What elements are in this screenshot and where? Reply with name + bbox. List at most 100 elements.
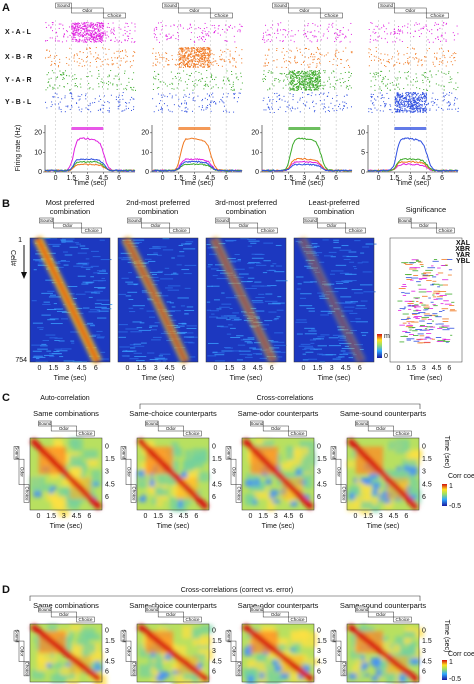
matrix-patch xyxy=(156,493,164,507)
spike xyxy=(58,103,60,105)
heatmap-noise xyxy=(63,360,75,362)
heatmap-noise xyxy=(207,342,219,344)
spike xyxy=(292,73,294,75)
spike xyxy=(403,88,405,90)
spike xyxy=(237,79,239,81)
spike xyxy=(164,83,166,85)
spike xyxy=(399,96,401,98)
heatmap-noise xyxy=(38,238,51,240)
spike xyxy=(311,74,313,76)
matrix-patch xyxy=(278,462,292,470)
x-tick-label: 3 xyxy=(274,513,278,520)
spike xyxy=(212,64,214,66)
spike xyxy=(308,71,310,73)
spike xyxy=(90,33,92,35)
spike xyxy=(262,78,264,80)
spike xyxy=(201,58,203,60)
legend-label: YAR xyxy=(456,252,470,259)
spike xyxy=(94,40,96,42)
spike xyxy=(432,92,434,94)
spike xyxy=(195,53,197,55)
spike xyxy=(407,47,409,49)
spike xyxy=(182,54,184,56)
heatmap-noise xyxy=(322,239,329,241)
spike xyxy=(91,34,93,36)
spike xyxy=(448,71,450,73)
spike xyxy=(335,52,337,54)
spike xyxy=(201,77,203,79)
spike xyxy=(45,57,47,59)
spike xyxy=(305,86,307,88)
spike xyxy=(124,109,126,111)
y-tick-label: 5 xyxy=(361,149,365,156)
spike xyxy=(77,26,79,28)
heatmap-noise xyxy=(296,319,307,321)
spike xyxy=(303,78,305,80)
spike xyxy=(49,54,51,56)
spike xyxy=(342,78,344,80)
spike xyxy=(125,108,127,110)
spike xyxy=(394,96,396,98)
spike xyxy=(317,58,319,60)
epoch-label: Sound xyxy=(355,421,369,426)
spike xyxy=(265,31,267,33)
spike xyxy=(308,78,310,80)
x-tick-label: 6 xyxy=(182,365,186,372)
spike xyxy=(374,107,376,109)
spike xyxy=(127,40,129,42)
epoch-box xyxy=(225,446,232,460)
spike xyxy=(118,94,120,96)
spike xyxy=(93,41,95,43)
spike xyxy=(312,101,314,103)
spike xyxy=(370,108,372,110)
spike xyxy=(395,97,397,99)
spike xyxy=(411,106,413,108)
spike xyxy=(93,27,95,29)
spike xyxy=(380,70,382,72)
legend-label: XAL xyxy=(456,240,471,247)
spike xyxy=(399,111,401,113)
matrix-patch xyxy=(244,493,256,506)
spike xyxy=(98,100,100,102)
spike xyxy=(184,54,186,56)
spike xyxy=(89,22,91,24)
spike xyxy=(315,79,317,81)
spike xyxy=(185,47,187,49)
spike xyxy=(71,28,73,30)
spike xyxy=(178,65,180,67)
spike xyxy=(51,30,53,32)
spike xyxy=(432,63,434,65)
spike xyxy=(348,71,350,73)
spike xyxy=(342,101,344,103)
spike xyxy=(215,30,217,32)
spike xyxy=(377,36,379,38)
spike xyxy=(298,86,300,88)
y-tick-label: 20 xyxy=(251,130,259,137)
spike xyxy=(308,74,310,76)
spike xyxy=(57,97,59,99)
heatmap-noise xyxy=(252,302,264,304)
spike xyxy=(192,65,194,67)
colorbar-label: Corr coef xyxy=(448,473,474,480)
spike xyxy=(233,59,235,61)
spike xyxy=(425,101,427,103)
matrix-patch xyxy=(137,475,148,488)
spike xyxy=(274,80,276,82)
heatmap-noise xyxy=(275,244,282,246)
spike xyxy=(71,24,73,26)
spike xyxy=(416,107,418,109)
spike xyxy=(63,35,65,37)
spike xyxy=(342,50,344,52)
heatmap-noise xyxy=(135,241,142,243)
spike xyxy=(425,24,427,26)
spike xyxy=(341,59,343,61)
spike xyxy=(300,75,302,77)
spike xyxy=(99,23,101,25)
spike xyxy=(193,97,195,99)
spike xyxy=(231,74,233,76)
spike xyxy=(413,102,415,104)
spike xyxy=(290,89,292,91)
spike xyxy=(97,39,99,41)
spike xyxy=(87,32,89,34)
spike xyxy=(415,102,417,104)
